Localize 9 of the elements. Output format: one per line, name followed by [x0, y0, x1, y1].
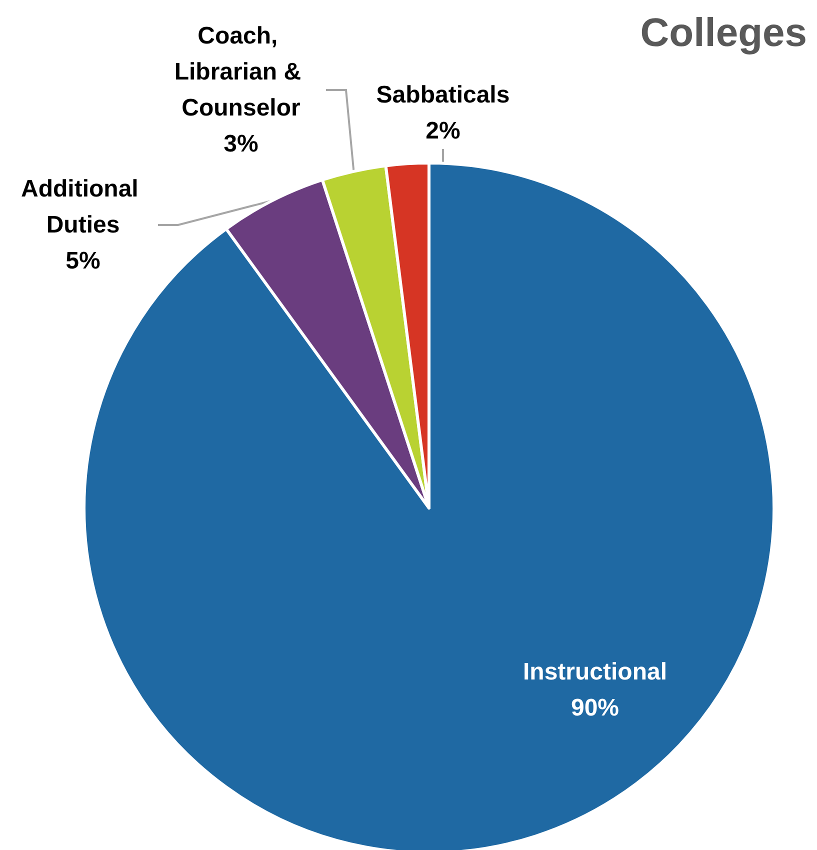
data-label: 2%	[426, 118, 460, 144]
slice-label: Coach, Librarian & Counselor	[174, 22, 308, 122]
chart-title: Colleges	[640, 11, 807, 55]
slice-label: Additional Duties	[21, 176, 145, 238]
slice-label: Sabbaticals	[376, 82, 510, 108]
data-label: 5%	[66, 248, 100, 274]
slice-label: Instructional	[522, 658, 668, 686]
data-label: 90%	[570, 694, 620, 722]
data-label: 3%	[224, 130, 258, 158]
